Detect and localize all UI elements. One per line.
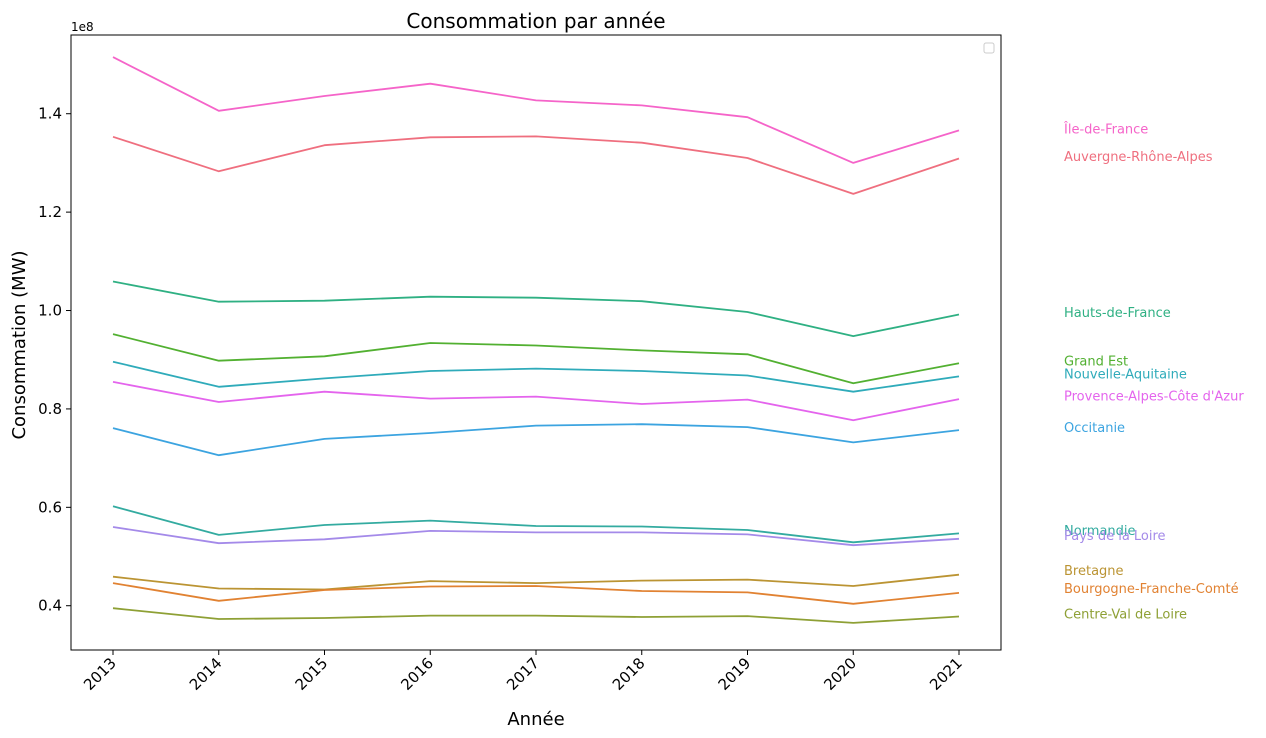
series-line-bretagne	[112, 573, 960, 591]
x-tick-label: 2016	[397, 654, 437, 694]
series-line-normandie	[112, 505, 960, 544]
series-label-provence-alpes-cote-d-azur: Provence-Alpes-Côte d'Azur	[1064, 390, 1244, 405]
y-tick-label: 1.2	[38, 203, 62, 221]
series-label-auvergne-rhone-alpes: Auvergne-Rhône-Alpes	[1064, 150, 1213, 165]
y-tick-label: 0.6	[38, 498, 62, 516]
x-axis-title: Année	[507, 709, 564, 730]
x-tick-label: 2019	[715, 654, 755, 694]
series-label-grand-est: Grand Est	[1064, 355, 1128, 370]
series-line-ile-de-france	[112, 56, 960, 164]
series-line-auvergne-rhone-alpes	[112, 135, 960, 195]
chart-title: Consommation par année	[406, 9, 665, 33]
y-axis: 0.4 0.6 0.8 1.0 1.2 1.4	[38, 105, 71, 615]
x-tick-label: 2015	[292, 654, 332, 694]
series-line-provence-alpes-cote-d-azur	[112, 381, 960, 422]
series-label-nouvelle-aquitaine: Nouvelle-Aquitaine	[1064, 367, 1187, 382]
y-tick-label: 0.8	[38, 400, 62, 418]
y-tick-label: 1.4	[38, 105, 62, 123]
series-line-grand-est	[112, 333, 960, 385]
series-line-bourgogne-franche-comte	[112, 582, 960, 605]
x-tick-label: 2017	[503, 654, 543, 694]
y-offset-label: 1e8	[71, 20, 94, 34]
series-label-bretagne: Bretagne	[1064, 564, 1124, 579]
series-line-pays-de-la-loire	[112, 526, 960, 547]
x-tick-label: 2018	[609, 654, 649, 694]
series-line-nouvelle-aquitaine	[112, 360, 960, 393]
series-label-ile-de-france: Île-de-France	[1063, 121, 1148, 137]
plot-frame	[70, 34, 1002, 651]
series-label-centre-val-de-loire: Centre-Val de Loire	[1064, 608, 1187, 623]
series-label-occitanie: Occitanie	[1064, 421, 1125, 436]
y-tick-label: 0.4	[38, 597, 62, 615]
series-line-occitanie	[112, 423, 960, 457]
x-tick-label: 2021	[926, 654, 966, 694]
y-tick-label: 1.0	[38, 302, 62, 320]
series-label-bourgogne-franche-comte: Bourgogne-Franche-Comté	[1064, 582, 1239, 597]
series-line-centre-val-de-loire	[112, 607, 960, 624]
x-axis: 2013 2014 2015 2016 2017 2018 2019 2020 2021	[80, 650, 966, 694]
y-axis-title: Consommation (MW)	[9, 250, 30, 439]
series-labels: Île-de-France Auvergne-Rhône-Alpes Hauts-d…	[1063, 121, 1244, 622]
x-tick-label: 2013	[80, 654, 120, 694]
legend-box	[983, 42, 995, 54]
series-lines	[112, 56, 960, 624]
x-tick-label: 2014	[186, 654, 226, 694]
series-label-normandie: Normandie	[1064, 524, 1136, 539]
series-line-hauts-de-france	[112, 280, 960, 338]
x-tick-label: 2020	[820, 654, 860, 694]
series-label-pays-de-la-loire: Pays de la Loire	[1064, 529, 1166, 544]
series-label-hauts-de-france: Hauts-de-France	[1064, 306, 1171, 321]
